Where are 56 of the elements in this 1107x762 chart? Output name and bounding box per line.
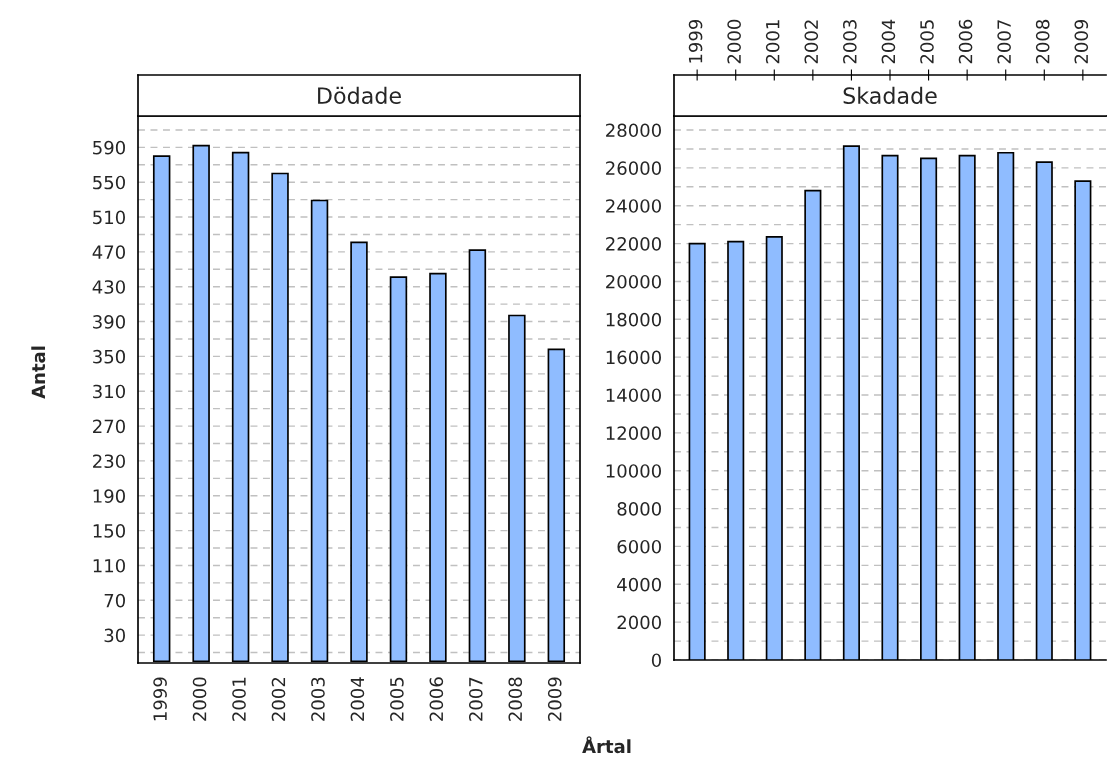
- x-tick-label: 2008: [1035, 19, 1050, 64]
- y-tick-label: 470: [92, 245, 125, 259]
- y-tick-label: 510: [93, 210, 125, 225]
- x-tick-label: 2001: [232, 677, 246, 721]
- y-tick-label: 18000: [606, 312, 661, 327]
- y-tick-label: 30: [104, 628, 125, 643]
- y-tick-label: 26000: [606, 161, 661, 175]
- y-tick-label: 16000: [606, 350, 661, 365]
- x-tick-label: 2004: [350, 677, 365, 721]
- y-tick-label: 430: [92, 280, 125, 294]
- y-tick-label: 12000: [606, 426, 661, 440]
- x-tick-label: 1999: [688, 19, 703, 63]
- x-tick-label: 2007: [997, 20, 1011, 64]
- x-tick-label: 2000: [192, 677, 207, 721]
- x-tick-label: 2005: [920, 20, 934, 64]
- x-tick-label: 2009: [547, 677, 562, 721]
- y-tick-label: 10000: [606, 464, 661, 478]
- y-tick-label: 0: [651, 653, 661, 668]
- x-tick-label: 2008: [508, 677, 523, 721]
- x-tick-label: 2001: [765, 20, 780, 64]
- x-tick-label: 2003: [843, 20, 857, 64]
- y-tick-label: 2000: [617, 615, 661, 630]
- x-tick-label: 2005: [390, 677, 404, 721]
- y-tick-label: 6000: [617, 539, 661, 554]
- chart-title: Dödade: [318, 86, 401, 104]
- x-tick-label: 2002: [271, 678, 286, 721]
- y-tick-label: 24000: [606, 199, 661, 213]
- chart-title: Skadade: [843, 86, 937, 104]
- x-tick-label: 2002: [804, 20, 819, 64]
- x-tick-label: 2004: [881, 19, 896, 64]
- x-tick-label: 1999: [153, 677, 167, 721]
- y-tick-label: 230: [93, 454, 125, 469]
- y-tick-label: 190: [93, 489, 125, 503]
- x-tick-label: 2009: [1074, 19, 1089, 64]
- y-tick-label: 350: [93, 349, 125, 364]
- x-axis-title: Årtal: [582, 736, 631, 754]
- y-tick-label: 550: [93, 175, 125, 190]
- y-tick-label: 14000: [606, 388, 661, 403]
- y-tick-label: 8000: [617, 502, 661, 516]
- x-tick-label: 2007: [468, 677, 483, 721]
- y-tick-label: 590: [93, 140, 125, 155]
- x-tick-label: 2000: [727, 19, 741, 64]
- y-tick-label: 28000: [606, 123, 661, 138]
- x-tick-label: 2006: [429, 677, 444, 721]
- y-tick-label: 110: [93, 558, 125, 573]
- x-tick-label: 2003: [311, 677, 325, 721]
- y-tick-label: 310: [93, 384, 125, 399]
- y-tick-label: 22000: [606, 237, 661, 251]
- y-tick-label: 20000: [606, 274, 661, 289]
- y-tick-label: 270: [93, 419, 125, 434]
- y-tick-label: 150: [93, 524, 125, 538]
- y-tick-label: 4000: [617, 577, 661, 592]
- y-axis-title: Antal: [31, 346, 46, 399]
- x-tick-label: 2006: [958, 19, 973, 64]
- y-tick-label: 70: [104, 593, 125, 608]
- y-tick-label: 390: [93, 315, 125, 329]
